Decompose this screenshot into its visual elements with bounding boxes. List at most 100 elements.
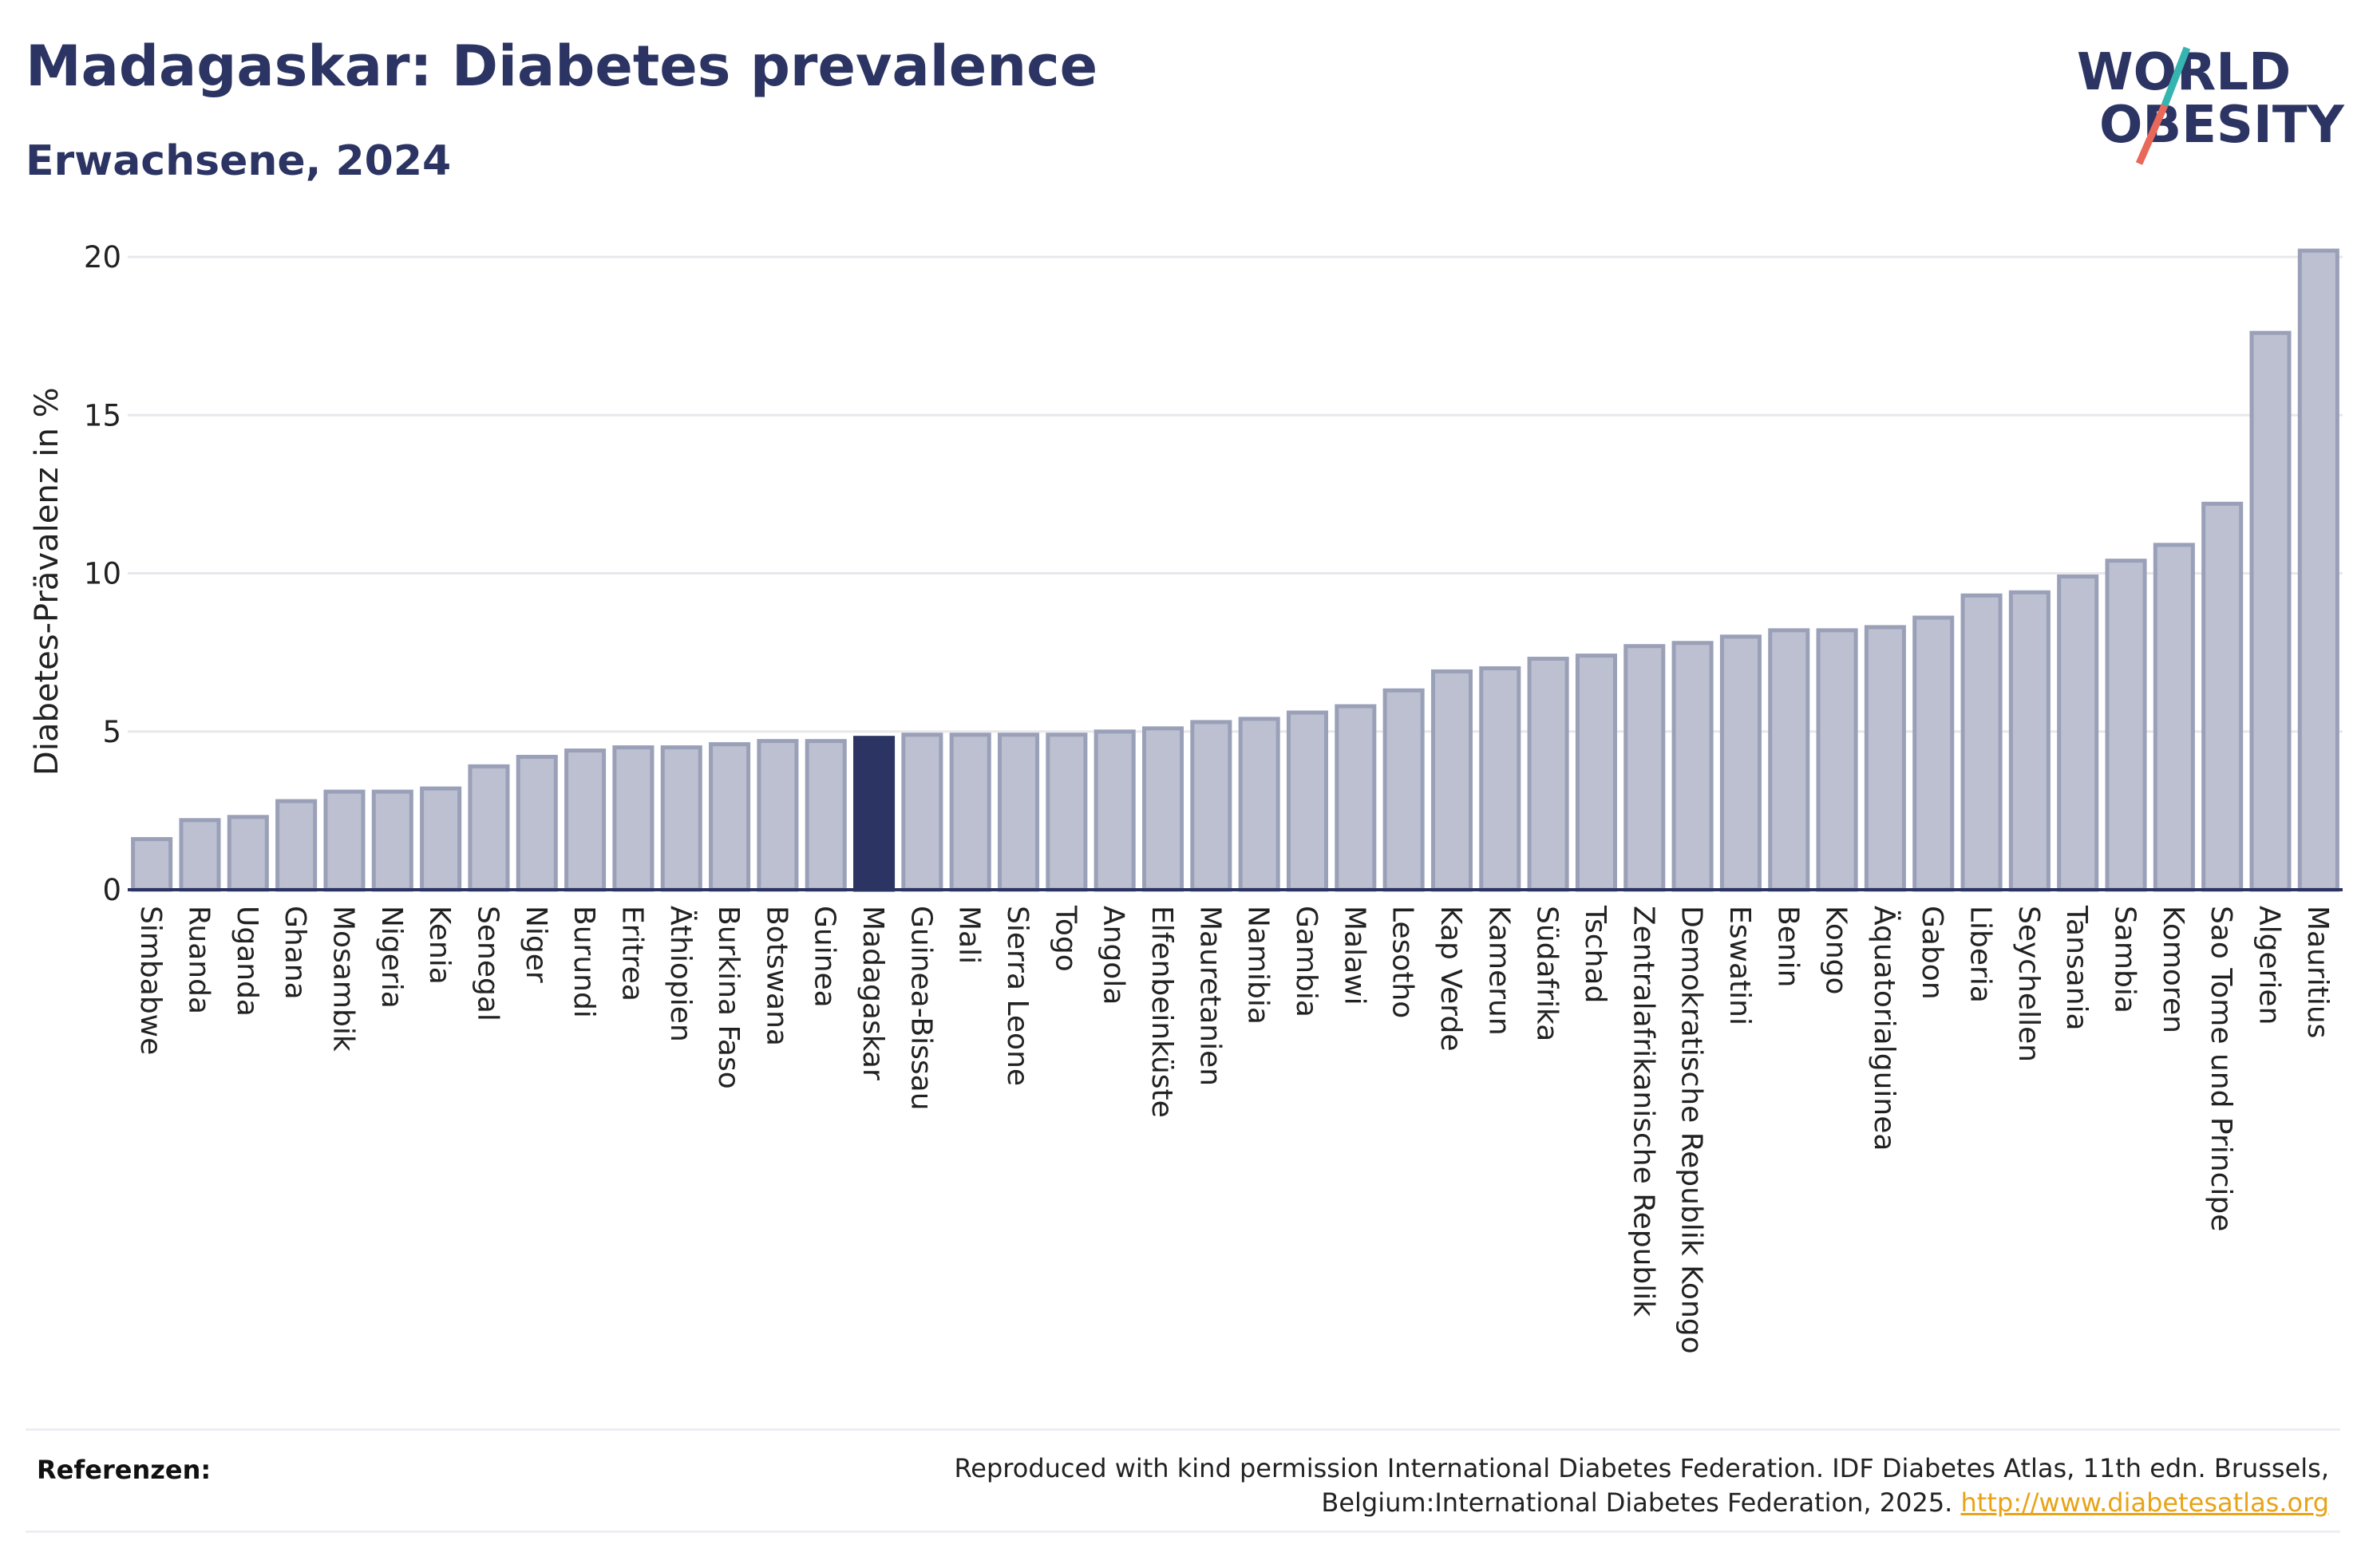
x-tick-label: Sambia (2109, 906, 2142, 1013)
x-tick-label: Mosambik (326, 906, 359, 1052)
bar-südafrika (1527, 657, 1569, 892)
bar-madagaskar (853, 736, 896, 892)
bar-seychellen (2008, 590, 2051, 892)
bar-guinea-bissau (901, 733, 943, 892)
x-tick-label: Mauretanien (1193, 906, 1226, 1086)
x-tick-label: Mauritius (2301, 906, 2334, 1038)
x-tick-label: Uganda (231, 906, 263, 1017)
y-axis-label: Diabetes-Prävalenz in % (29, 387, 65, 776)
bar-niger (516, 754, 558, 892)
bar-mali (949, 733, 991, 892)
x-tick-label: Botswana (760, 906, 793, 1046)
x-tick-label: Namibia (1242, 906, 1275, 1025)
x-tick-label: Liberia (1964, 906, 1997, 1003)
bar-ghana (275, 799, 318, 892)
x-tick-label: Guinea (809, 906, 841, 1008)
references-citation: Reproduced with kind permission Internat… (954, 1453, 2330, 1518)
y-tick-label: 20 (84, 240, 121, 274)
bar-gambia (1286, 710, 1329, 892)
bar-malawi (1335, 704, 1377, 892)
x-tick-label: Komoren (2157, 906, 2189, 1033)
x-tick-label: Mali (953, 906, 986, 964)
bar-eritrea (612, 745, 655, 892)
y-tick-label: 10 (84, 557, 121, 591)
page-title: Madagaskar: Diabetes prevalence (26, 34, 1098, 99)
x-tick-label: Algerien (2253, 906, 2286, 1025)
bar-benin (1768, 628, 1810, 892)
x-tick-label: Elfenbeinküste (1145, 906, 1178, 1118)
x-tick-label: Madagaskar (856, 906, 889, 1080)
bar-ruanda (179, 818, 221, 892)
bar-senegal (468, 764, 510, 892)
bar-namibia (1238, 717, 1280, 892)
x-tick-label: Tschad (1579, 905, 1612, 1003)
x-tick-label: Angola (1097, 906, 1130, 1005)
bar-sambia (2105, 559, 2147, 892)
bar-togo (1046, 733, 1088, 892)
y-tick-label: 0 (102, 873, 121, 907)
bar-tansania (2057, 574, 2099, 892)
references-box: Referenzen: Reproduced with kind permiss… (26, 1428, 2340, 1533)
x-tick-label: Benin (1771, 906, 1804, 987)
x-tick-label: Sao Tome und Principe (2205, 906, 2237, 1231)
x-tick-label: Togo (1049, 905, 1082, 972)
bar-kenia (420, 786, 462, 892)
bar-burkina-faso (709, 742, 751, 892)
x-tick-label: Kenia (423, 906, 456, 985)
x-tick-label: Eswatini (1723, 906, 1756, 1025)
x-tick-label: Burundi (568, 906, 600, 1018)
x-tick-label: Demokratische Republik Kongo (1675, 906, 1708, 1354)
bar-sierra-leone (998, 733, 1040, 892)
x-tick-label: Nigeria (375, 906, 408, 1009)
x-tick-label: Zentralafrikanische Republik (1627, 906, 1659, 1317)
x-tick-label: Malawi (1338, 906, 1370, 1005)
bar-guinea (805, 739, 847, 892)
bar-mauritius (2297, 248, 2339, 892)
references-link[interactable]: http://www.diabetesatlas.org (1960, 1487, 2329, 1518)
bar-algerien (2249, 330, 2292, 892)
logo-line2: OBESITY (2099, 96, 2344, 155)
x-tick-label: Niger (520, 906, 552, 983)
bar-angola (1093, 729, 1136, 892)
logo-slash-teal (2161, 46, 2191, 107)
bar-uganda (227, 815, 269, 892)
bar-kap-verde (1430, 669, 1473, 892)
x-tick-label: Südafrika (1531, 906, 1564, 1041)
logo-slash-red (2135, 104, 2169, 165)
bar-nigeria (371, 789, 413, 892)
bar-burundi (564, 748, 607, 892)
x-tick-label: Äthiopien (664, 906, 698, 1042)
bar-botswana (757, 739, 799, 892)
y-tick-label: 5 (102, 715, 121, 749)
y-tick-label: 15 (84, 398, 121, 432)
bar-äthiopien (660, 745, 702, 892)
bar-mosambik (323, 789, 366, 892)
world-obesity-logo: WORLD OBESITY (2077, 43, 2344, 165)
bar-zentralafrikanische-republik (1623, 644, 1666, 892)
bar-liberia (1960, 593, 2003, 892)
bar-kongo (1816, 628, 1858, 892)
x-tick-label: Äquatorialguinea (1868, 906, 1901, 1151)
x-tick-label: Simbabwe (134, 906, 167, 1055)
x-tick-label: Kamerun (1482, 906, 1515, 1036)
bar-komoren (2153, 543, 2195, 892)
bar-sao-tome-und-principe (2201, 501, 2244, 892)
references-text: Reproduced with kind permission Internat… (685, 1451, 2330, 1520)
x-tick-label: Sierra Leone (1001, 906, 1034, 1086)
x-tick-label: Kap Verde (1434, 906, 1467, 1051)
bar-äquatorialguinea (1864, 625, 1906, 892)
bar-simbabwe (131, 837, 173, 892)
x-tick-label: Ruanda (182, 906, 215, 1014)
x-tick-label: Eritrea (615, 906, 648, 1001)
bar-elfenbeinküste (1141, 726, 1184, 892)
x-tick-label: Senegal (471, 906, 504, 1021)
bar-lesotho (1382, 688, 1425, 892)
bar-eswatini (1719, 634, 1762, 892)
bar-gabon (1912, 615, 1955, 892)
x-tick-label: Kongo (1820, 906, 1853, 995)
references-label: Referenzen: (37, 1455, 212, 1485)
bar-chart: 0 5 10 15 20 Diabetes-Prävalenz in % Simbabwe R… (29, 240, 2343, 1354)
bar-tschad (1575, 654, 1617, 892)
x-tick-label: Lesotho (1386, 906, 1419, 1018)
page-subtitle: Erwachsene, 2024 (26, 137, 452, 185)
